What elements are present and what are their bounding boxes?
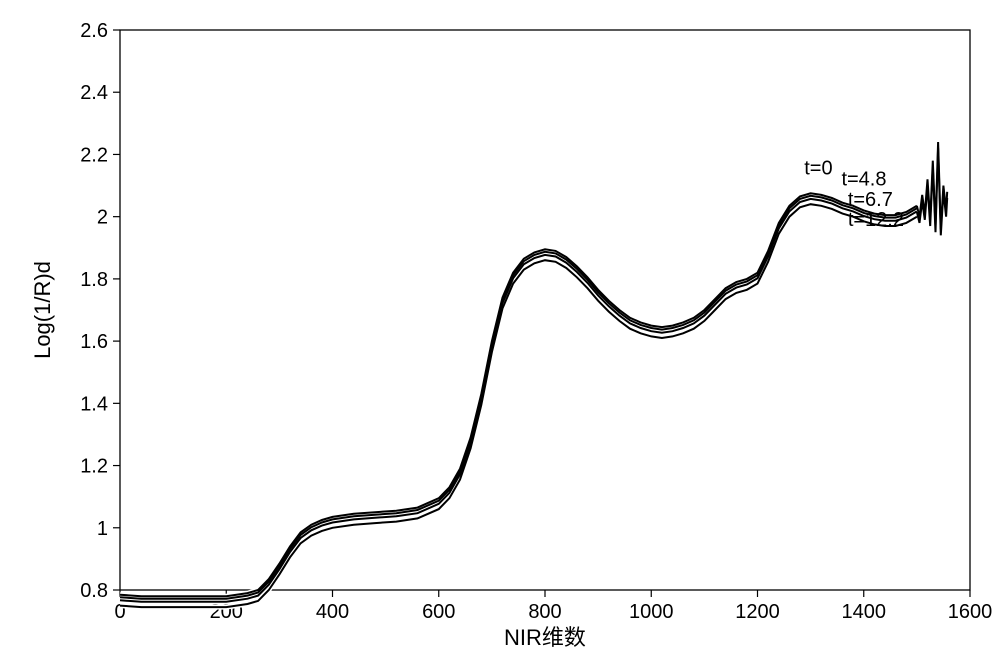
curve-annotation: t=12.2 <box>848 209 904 231</box>
x-tick-label: 1000 <box>629 601 674 623</box>
spectrum-curve <box>120 199 917 602</box>
curve-annotation: t=4.8 <box>841 169 886 191</box>
spectrum-curve-halo <box>120 193 917 596</box>
y-tick-label: 1.8 <box>80 269 108 291</box>
x-axis-label: NIR维数 <box>504 625 586 650</box>
spectrum-curve <box>120 196 917 599</box>
y-tick-label: 2.2 <box>80 144 108 166</box>
y-tick-label: 2.6 <box>80 20 108 42</box>
y-tick-label: 1.6 <box>80 331 108 353</box>
x-tick-label: 800 <box>528 601 561 623</box>
curve-annotation: t=6.7 <box>848 189 893 211</box>
y-tick-label: 0.8 <box>80 580 108 602</box>
plot-box <box>120 30 970 590</box>
y-tick-label: 1.4 <box>80 393 108 415</box>
spectrum-curve-halo <box>120 196 917 599</box>
y-tick-label: 1 <box>97 518 108 540</box>
spectrum-curve-halo <box>120 199 917 602</box>
y-tick-label: 1.2 <box>80 456 108 478</box>
line-chart: 020040060080010001200140016000.811.21.41… <box>0 0 1000 663</box>
y-axis-label: Log(1/R)d <box>30 261 55 359</box>
x-tick-label: 1400 <box>842 601 887 623</box>
x-tick-label: 400 <box>316 601 349 623</box>
x-tick-label: 600 <box>422 601 455 623</box>
x-tick-label: 1200 <box>735 601 780 623</box>
x-tick-label: 1600 <box>948 601 993 623</box>
y-tick-label: 2.4 <box>80 82 108 104</box>
y-tick-label: 2 <box>97 207 108 229</box>
curve-annotation: t=0 <box>804 158 832 180</box>
spectrum-curve <box>120 193 917 596</box>
chart-svg: 020040060080010001200140016000.811.21.41… <box>0 0 1000 663</box>
